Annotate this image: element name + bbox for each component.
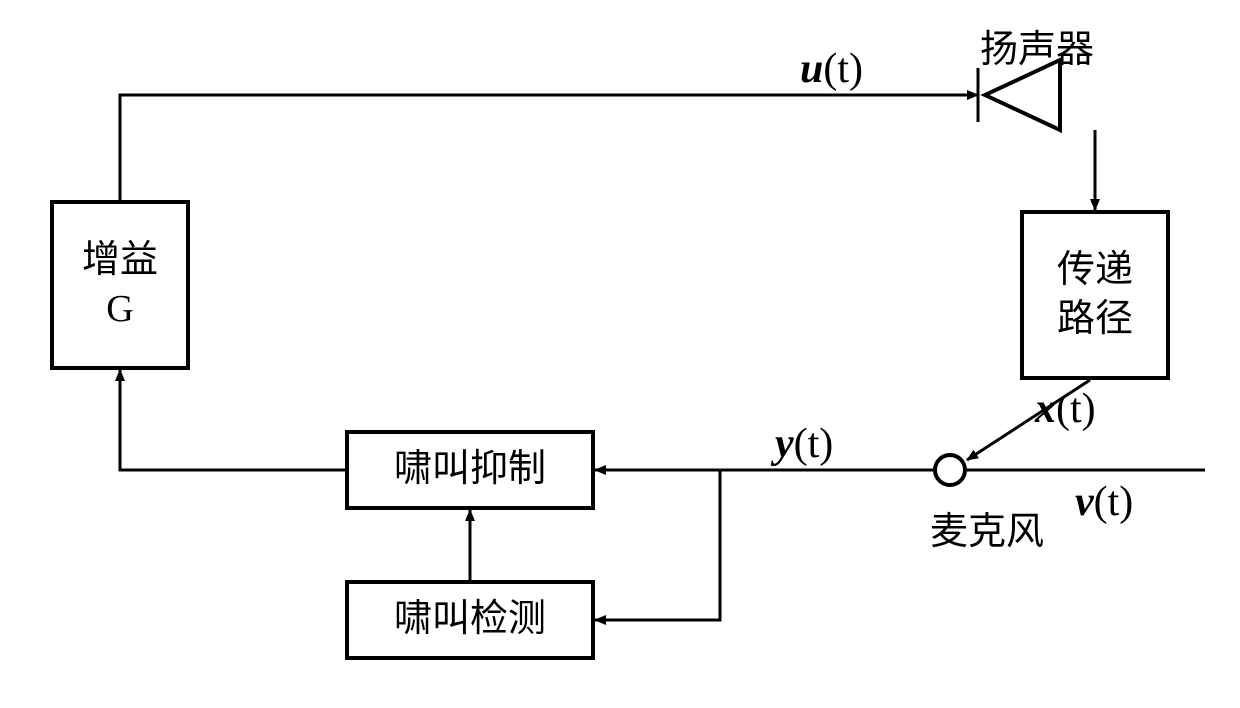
howling-suppression-block: 啸叫抑制 xyxy=(345,430,595,510)
gain-label-2: G xyxy=(82,285,158,334)
gain-label-1: 增益 xyxy=(82,236,158,285)
microphone-label: 麦克风 xyxy=(930,500,1044,555)
transfer-path-block: 传递 路径 xyxy=(1020,210,1170,380)
howling-suppression-label: 啸叫抑制 xyxy=(394,445,546,494)
gain-block: 增益 G xyxy=(50,200,190,370)
wire-y-branch-to-detect xyxy=(595,470,720,620)
wire-gain-to-speaker xyxy=(120,95,978,200)
transfer-path-label-2: 路径 xyxy=(1057,295,1133,344)
signal-x-t: x(t) xyxy=(1035,385,1096,433)
signal-v-t: v(t) xyxy=(1075,478,1133,526)
howling-detection-block: 啸叫检测 xyxy=(345,580,595,660)
transfer-path-label-1: 传递 xyxy=(1057,246,1133,295)
signal-u-t: u(t) xyxy=(800,45,863,93)
howling-detection-label: 啸叫检测 xyxy=(394,595,546,644)
speaker-label: 扬声器 xyxy=(980,18,1094,73)
microphone-icon xyxy=(935,455,965,485)
signal-y-t: y(t) xyxy=(775,420,833,468)
wire-suppress-to-gain xyxy=(120,370,345,470)
